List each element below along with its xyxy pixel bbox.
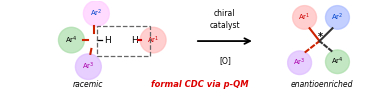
- Text: Ar$^4$: Ar$^4$: [65, 34, 78, 46]
- Circle shape: [325, 6, 349, 29]
- Text: chiral
catalyst: chiral catalyst: [209, 9, 240, 30]
- Circle shape: [84, 1, 109, 26]
- Text: formal CDC via p-QM: formal CDC via p-QM: [151, 80, 249, 89]
- Text: Ar$^1$: Ar$^1$: [298, 12, 311, 23]
- Circle shape: [325, 50, 349, 74]
- Circle shape: [76, 54, 101, 79]
- Text: enantioenriched: enantioenriched: [290, 80, 353, 89]
- Text: H: H: [131, 36, 138, 45]
- Text: *: *: [318, 32, 323, 42]
- Text: Ar$^1$: Ar$^1$: [147, 34, 159, 46]
- Text: Ar$^3$: Ar$^3$: [82, 61, 94, 72]
- Text: [O]: [O]: [219, 56, 231, 65]
- Text: Ar$^2$: Ar$^2$: [90, 8, 102, 19]
- Text: Ar$^2$: Ar$^2$: [331, 12, 344, 23]
- Text: H: H: [104, 36, 111, 45]
- Circle shape: [59, 27, 84, 53]
- Text: Ar$^3$: Ar$^3$: [293, 57, 306, 68]
- Text: Ar$^4$: Ar$^4$: [331, 56, 344, 67]
- Circle shape: [288, 51, 311, 75]
- Text: racemic: racemic: [73, 80, 104, 89]
- Circle shape: [293, 6, 316, 29]
- Bar: [98, 26, 150, 56]
- Circle shape: [140, 27, 166, 53]
